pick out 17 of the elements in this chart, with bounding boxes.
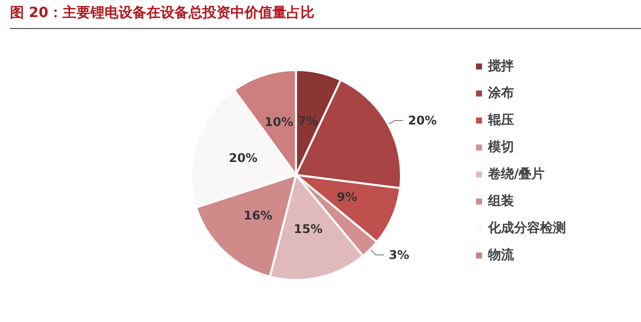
data-label: 15%: [294, 222, 322, 236]
legend-label: 辊压: [487, 113, 514, 128]
data-label: 3%: [388, 248, 410, 262]
legend-label: 搅拌: [487, 58, 514, 74]
data-label: 20%: [228, 150, 258, 165]
legend-label: 物流: [487, 247, 515, 263]
data-label: 7%: [298, 114, 318, 128]
legend-label: 化成分容检测: [487, 220, 566, 236]
legend-label: 组装: [487, 194, 514, 209]
chart-title: 图 20：主要锂电设备在设备总投资中价值量占比: [10, 4, 314, 22]
legend-label: 模切: [487, 140, 514, 155]
legend-label: 涂布: [487, 86, 514, 101]
data-label: 20%: [408, 114, 437, 128]
data-label: 16%: [244, 208, 272, 222]
data-label: 10%: [264, 115, 294, 130]
data-label: 9%: [336, 190, 358, 204]
legend-label: 卷绕/叠片: [487, 167, 545, 182]
